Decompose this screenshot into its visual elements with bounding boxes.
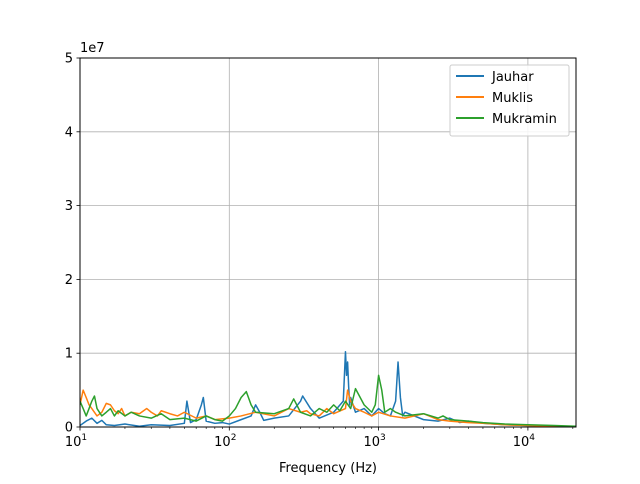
series-line-mukramin (80, 374, 576, 427)
x-axis-label: Frequency (Hz) (279, 461, 377, 476)
legend-label: Muklis (492, 91, 533, 106)
y-tick-label: 1 (65, 347, 73, 362)
y-axis-offset-label: 1e7 (80, 41, 105, 56)
series-line-jauhar (80, 350, 576, 427)
x-tick-label: 104 (513, 433, 536, 450)
x-tick-label: 102 (214, 433, 236, 450)
y-tick-label: 2 (65, 273, 73, 288)
legend-label: Jauhar (491, 70, 534, 85)
y-tick-label: 3 (65, 199, 73, 214)
y-tick-label: 4 (65, 125, 73, 140)
x-tick-label: 103 (363, 433, 385, 450)
legend-label: Mukramin (492, 112, 557, 127)
y-tick-label: 0 (65, 421, 73, 436)
series-line-muklis (80, 389, 576, 427)
legend: Jauhar Muklis Mukramin (449, 64, 570, 137)
x-tick-label: 101 (65, 433, 87, 450)
x-axis-ticks: 101 102 103 104 (65, 427, 574, 450)
series-lines (80, 350, 576, 427)
y-tick-label: 5 (65, 52, 73, 67)
y-axis-ticks: 0 1 2 3 4 5 (65, 52, 80, 436)
plot-frame (79, 57, 577, 428)
